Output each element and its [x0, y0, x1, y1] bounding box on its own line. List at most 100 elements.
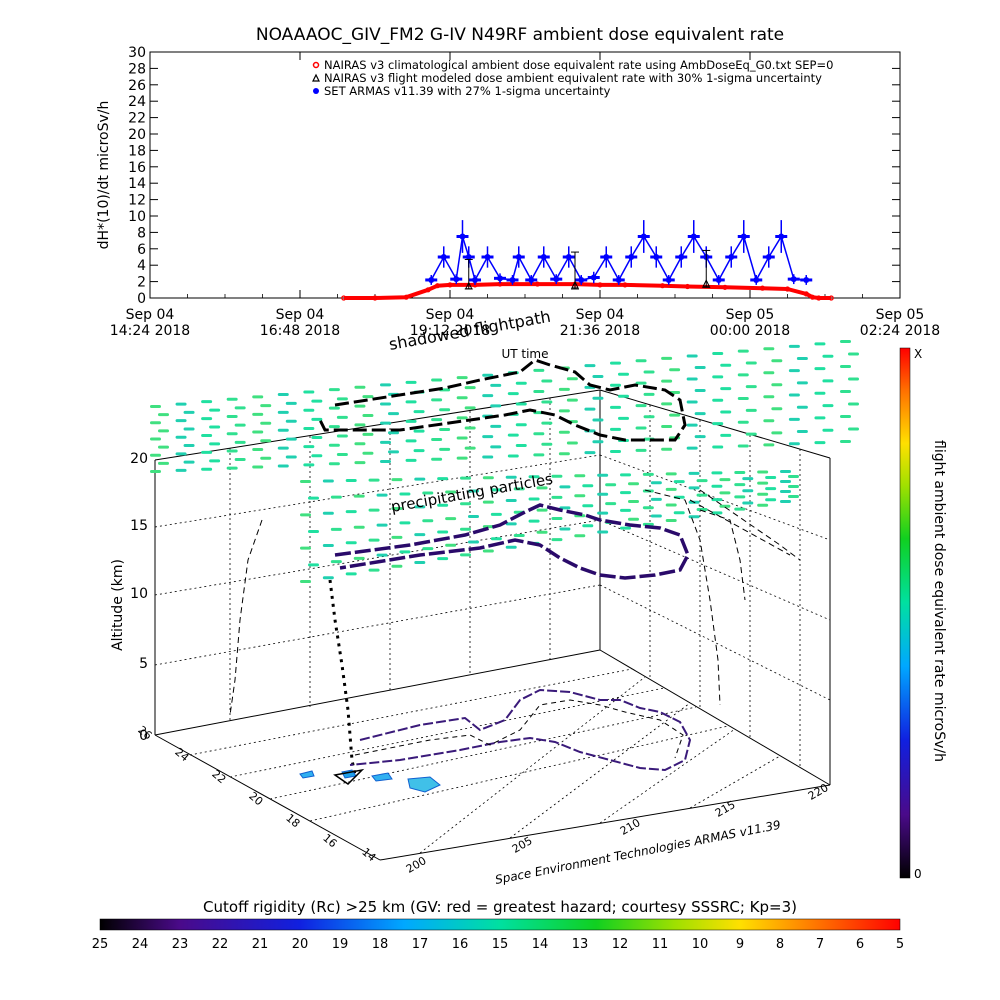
particle-marker	[528, 497, 540, 501]
particle-marker	[414, 505, 426, 509]
particle-marker	[643, 415, 655, 419]
point-armas	[553, 276, 560, 283]
particle-marker	[388, 431, 399, 435]
particle-marker	[507, 454, 519, 458]
particle-marker	[437, 503, 449, 507]
particle-marker	[610, 427, 621, 431]
x-axis-label: UT time	[501, 347, 548, 361]
particle-marker	[354, 461, 366, 465]
particle-marker	[605, 502, 617, 506]
rigidity-tick-label: 12	[612, 937, 629, 952]
particle-marker	[380, 402, 391, 406]
particle-marker	[635, 404, 647, 408]
particle-marker	[285, 419, 297, 423]
climb-descent-track	[328, 579, 357, 776]
particle-marker	[574, 534, 586, 538]
panel-box	[154, 389, 831, 861]
particle-marker	[694, 365, 706, 369]
particle-marker	[765, 487, 777, 491]
particle-marker	[431, 437, 443, 441]
particle-marker	[551, 538, 563, 542]
rigidity-tick-label: 7	[816, 937, 824, 952]
legend-marker-nairas-climatological	[312, 61, 320, 69]
particle-marker	[322, 543, 334, 547]
particle-marker	[380, 421, 391, 425]
particle-marker	[330, 527, 342, 531]
shadowed-flightpath-top	[318, 358, 687, 442]
point-armas	[497, 275, 503, 282]
x-tick-label: 21:36 2018	[560, 323, 640, 339]
y-tick-label: 10	[128, 209, 146, 225]
particle-marker	[468, 515, 479, 518]
particle-marker	[368, 538, 380, 542]
rigidity-tick-label: 17	[412, 937, 429, 952]
particle-marker	[763, 443, 775, 447]
particle-marker	[345, 479, 357, 483]
panel-gridlines	[154, 398, 831, 854]
particle-marker	[780, 480, 791, 483]
particle-marker	[673, 480, 685, 484]
particle-marker	[620, 508, 631, 512]
particle-marker	[796, 430, 808, 434]
particle-marker	[368, 508, 380, 512]
particle-marker	[574, 494, 586, 498]
particle-marker	[437, 557, 449, 561]
particle-marker	[597, 530, 609, 534]
particle-marker	[686, 354, 698, 358]
particle-marker	[559, 485, 571, 489]
y-tick-label: 16	[128, 160, 146, 176]
particle-marker	[353, 494, 365, 498]
particle-marker	[490, 512, 502, 516]
particle-marker	[618, 394, 629, 398]
particle-marker	[558, 387, 570, 391]
particle-marker	[665, 503, 677, 507]
particle-marker	[712, 422, 724, 426]
particle-marker	[788, 417, 800, 421]
particle-marker	[507, 392, 519, 396]
particle-marker	[745, 408, 757, 412]
particle-marker	[277, 392, 289, 396]
particle-marker	[456, 396, 468, 400]
particle-marker	[368, 478, 380, 482]
particle-marker	[183, 460, 195, 464]
x-tick-label: Sep 04	[426, 307, 475, 323]
particle-marker	[592, 440, 604, 444]
particle-marker	[507, 433, 519, 437]
point-armas	[509, 276, 516, 283]
rigidity-colorbar-label: Cutoff rigidity (Rc) >25 km (GV: red = g…	[203, 898, 797, 916]
particle-marker	[642, 472, 654, 476]
particle-marker	[848, 352, 859, 356]
particle-marker	[456, 456, 468, 460]
particle-marker	[515, 381, 527, 385]
particle-marker	[688, 515, 700, 519]
particle-marker	[814, 367, 826, 371]
particle-marker	[558, 430, 570, 434]
particle-marker	[840, 440, 851, 443]
particle-marker	[380, 460, 391, 463]
particle-marker	[582, 504, 594, 508]
particle-marker	[362, 395, 374, 399]
particle-marker	[388, 412, 399, 416]
point-nairas-climatological	[372, 295, 378, 301]
particle-marker	[226, 432, 238, 436]
particle-marker	[399, 521, 411, 525]
particle-marker	[336, 452, 348, 456]
point-armas	[778, 233, 785, 240]
particle-marker	[661, 447, 673, 451]
particle-marker	[763, 371, 775, 375]
rigidity-tick-label: 16	[452, 937, 469, 952]
particle-marker	[209, 442, 221, 446]
particle-marker	[150, 405, 161, 408]
particle-marker	[468, 540, 479, 544]
particle-marker	[796, 381, 808, 385]
particle-marker	[551, 516, 563, 520]
rigidity-tick-label: 9	[736, 937, 744, 952]
point-nairas-climatological	[809, 294, 816, 300]
rigidity-tick-label: 11	[652, 937, 669, 952]
particle-marker	[311, 454, 323, 458]
particle-marker	[628, 517, 639, 521]
particle-marker	[592, 396, 604, 400]
particle-marker	[796, 356, 808, 360]
point-nairas-climatological	[622, 282, 628, 288]
series-layer	[341, 220, 834, 301]
